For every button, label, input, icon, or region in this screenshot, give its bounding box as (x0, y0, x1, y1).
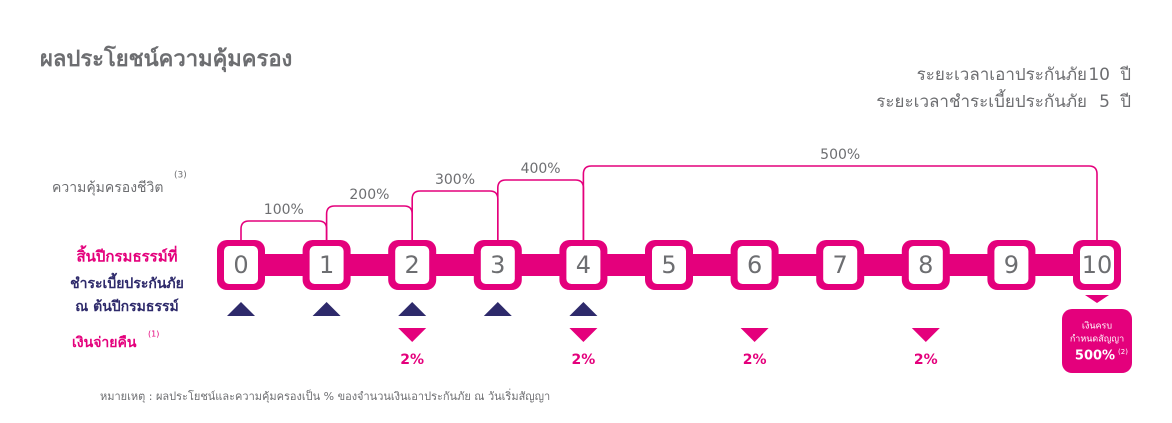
term-value: 10 (1088, 65, 1110, 85)
coverage-bracket (325, 205, 413, 243)
year-box (1080, 246, 1114, 284)
year-box (652, 246, 686, 284)
term-unit: ปี (1119, 92, 1131, 112)
year-number: 2 (405, 251, 420, 279)
coverage-bracket (411, 190, 499, 243)
cash-back-label: เงินจ่ายคืน (72, 335, 137, 351)
premium-triangle (227, 302, 255, 316)
year-number: 4 (576, 251, 591, 279)
year-row-label: ณ ต้นปีกรมธรรม์ (75, 298, 178, 315)
premium-triangle (398, 302, 427, 316)
title: ผลประโยชน์ความคุ้มครอง (40, 45, 292, 73)
year-box (224, 246, 258, 284)
coverage-level: 500% (820, 147, 860, 163)
maturity-box (1062, 309, 1132, 373)
cash-back-triangle (740, 328, 769, 342)
term-unit: ปี (1119, 65, 1131, 85)
term-label: ระยะเวลาเอาประกันภัย (917, 65, 1087, 85)
premium-triangle (483, 302, 512, 316)
coverage-level: 400% (521, 161, 561, 177)
coverage-level: 300% (435, 172, 475, 188)
cash-back-amount: 2% (572, 352, 596, 368)
coverage-bracket (582, 165, 1098, 243)
year-number: 3 (490, 251, 505, 279)
cash-back-amount: 2% (914, 352, 938, 368)
maturity-line1: เงินครบ (1082, 321, 1112, 332)
coverage-bracket (240, 220, 328, 243)
coverage-level: 200% (349, 187, 389, 203)
cash-back-triangle (398, 328, 427, 342)
cash-back-note: (1) (148, 330, 159, 339)
term-value: 5 (1099, 92, 1110, 112)
coverage-level: 100% (264, 202, 304, 218)
year-row-label: ชำระเบี้ยประกันภัย (70, 272, 184, 292)
year-number: 1 (319, 251, 334, 279)
maturity-value: 500% (1075, 349, 1115, 364)
footnote: หมายเหตุ : ผลประโยชน์และความคุ้มครองเป็น… (100, 388, 550, 403)
year-number: 6 (747, 251, 762, 279)
cash-back-triangle (911, 328, 940, 342)
coverage-bracket (497, 179, 585, 243)
maturity-line2: กำหนดสัญญา (1070, 334, 1124, 345)
year-number: 8 (918, 251, 933, 279)
year-row-label: สิ้นปีกรมธรรม์ที่ (76, 245, 177, 266)
cash-back-amount: 2% (400, 352, 424, 368)
maturity-note: (2) (1118, 348, 1128, 356)
premium-triangle (569, 302, 598, 316)
year-box (994, 246, 1029, 284)
year-box (480, 246, 515, 284)
year-box (823, 246, 858, 284)
year-box (908, 246, 943, 284)
cash-back-triangle (569, 328, 598, 342)
cash-back-amount: 2% (743, 352, 767, 368)
year-box (737, 246, 772, 284)
life-coverage-label: ความคุ้มครองชีวิต (52, 180, 164, 196)
year-number: 0 (233, 251, 248, 279)
year-box (309, 246, 344, 284)
year-box (566, 246, 601, 284)
year-number: 5 (661, 251, 676, 279)
year-box (395, 246, 430, 284)
year-number: 10 (1082, 251, 1113, 279)
year-number: 7 (833, 251, 848, 279)
life-coverage-note: (3) (174, 171, 187, 181)
maturity-triangle (1085, 295, 1109, 303)
year-number: 9 (1004, 251, 1019, 279)
premium-triangle (312, 302, 341, 316)
term-label: ระยะเวลาชำระเบี้ยประกันภัย (876, 89, 1087, 112)
